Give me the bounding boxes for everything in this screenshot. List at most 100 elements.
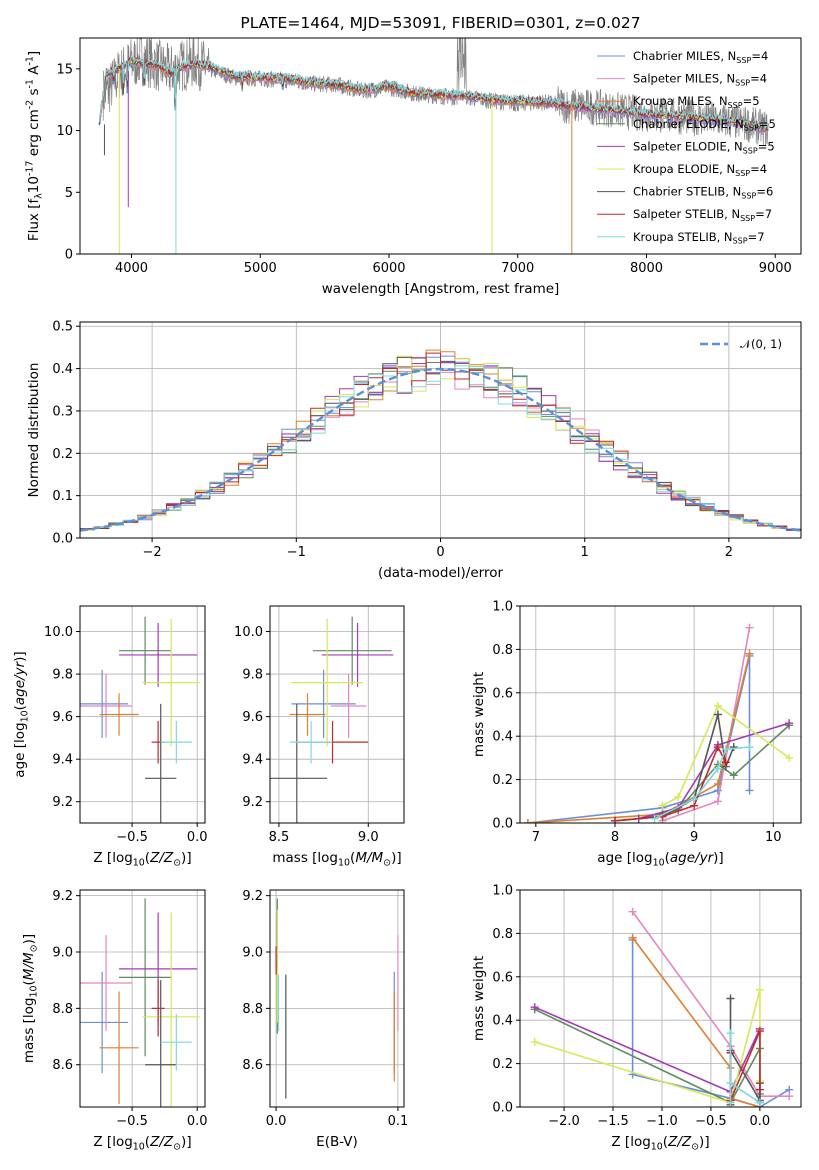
gaussian-curve bbox=[80, 367, 801, 532]
x-tick-label: 4000 bbox=[115, 261, 148, 276]
weight-marker bbox=[713, 764, 722, 773]
legend-label: Kroupa STELIB, NSSP​=7 bbox=[633, 230, 765, 246]
errorbar-point bbox=[119, 898, 172, 1057]
x-axis-label: mass [log10​(M/M⊙​)] bbox=[272, 850, 401, 868]
panel-7 bbox=[516, 889, 802, 1111]
plot-area bbox=[523, 623, 794, 823]
y-tick-label: 9.4 bbox=[52, 753, 73, 768]
x-tick-label: 9000 bbox=[759, 261, 792, 276]
errorbar-point bbox=[291, 618, 363, 747]
axes-frame bbox=[269, 889, 405, 1108]
axes-frame bbox=[519, 605, 802, 824]
legend-label: Kroupa ELODIE, NSSP​=4 bbox=[633, 162, 767, 178]
weight-line bbox=[534, 989, 761, 1104]
y-tick-label: 9.8 bbox=[52, 668, 73, 683]
weight-marker bbox=[745, 623, 754, 632]
plot-area bbox=[530, 907, 794, 1107]
x-tick-label: 5000 bbox=[244, 261, 277, 276]
y-axis-label: mass weight bbox=[471, 672, 487, 757]
errorbar-point bbox=[80, 674, 133, 738]
panel-1 bbox=[76, 321, 802, 542]
x-tick-label: 9.0 bbox=[358, 830, 379, 845]
y-tick-label: 0 bbox=[65, 248, 73, 263]
plot-area bbox=[80, 616, 200, 823]
x-tick-label: −0.5 bbox=[695, 1114, 727, 1129]
y-tick-label: 0.5 bbox=[52, 320, 73, 335]
weight-marker bbox=[690, 795, 699, 804]
plot-area bbox=[270, 616, 394, 823]
y-tick-label: 0.2 bbox=[492, 773, 513, 788]
errorbar-point bbox=[289, 720, 333, 764]
panel-4 bbox=[516, 605, 802, 827]
y-tick-label: 1.0 bbox=[492, 884, 513, 899]
y-tick-label: 9.8 bbox=[242, 668, 263, 683]
histogram-step bbox=[80, 352, 801, 530]
model-line bbox=[98, 54, 769, 130]
weight-marker bbox=[755, 1085, 764, 1094]
weight-line bbox=[631, 911, 790, 1097]
errorbar-point bbox=[321, 623, 394, 687]
weight-marker bbox=[713, 797, 722, 806]
y-axis-label: mass [log10​(M/M⊙​)] bbox=[21, 934, 39, 1063]
panel-0 bbox=[76, 37, 802, 258]
x-tick-label: 0 bbox=[436, 545, 444, 560]
weight-line bbox=[638, 722, 790, 820]
y-tick-label: 9.0 bbox=[242, 946, 263, 961]
weight-marker bbox=[729, 771, 738, 780]
errorbar-point bbox=[119, 623, 198, 687]
errorbar-point bbox=[312, 616, 392, 685]
y-tick-label: 0.6 bbox=[492, 686, 513, 701]
y-axis-label: age [log10​(age/yr)] bbox=[12, 651, 30, 777]
y-tick-label: 9.0 bbox=[52, 946, 73, 961]
y-tick-label: 9.6 bbox=[242, 710, 263, 725]
weight-marker bbox=[726, 1079, 735, 1088]
y-tick-label: 0.2 bbox=[52, 447, 73, 462]
weight-marker bbox=[729, 743, 738, 752]
legend-label: 𝒩(0, 1) bbox=[740, 337, 782, 351]
weight-marker bbox=[713, 701, 722, 710]
legend bbox=[597, 55, 625, 238]
weight-marker bbox=[721, 745, 730, 754]
y-tick-label: 9.2 bbox=[52, 795, 73, 810]
errorbar-point bbox=[80, 971, 129, 1074]
axes-frame bbox=[79, 605, 206, 824]
panel-6 bbox=[266, 889, 405, 1111]
x-axis-label: (data-model)/error bbox=[378, 565, 504, 581]
weight-line bbox=[527, 655, 751, 823]
x-tick-label: 8.5 bbox=[269, 830, 290, 845]
y-tick-label: 10.0 bbox=[234, 625, 263, 640]
panel-5 bbox=[76, 889, 206, 1111]
y-tick-label: 0.1 bbox=[52, 489, 73, 504]
errorbar-point bbox=[80, 669, 129, 738]
y-tick-label: 9.4 bbox=[242, 753, 263, 768]
axes-frame bbox=[269, 605, 405, 824]
y-tick-label: 8.6 bbox=[242, 1058, 263, 1073]
weight-marker bbox=[745, 786, 754, 795]
x-tick-label: 2 bbox=[725, 545, 733, 560]
weight-marker bbox=[713, 710, 722, 719]
y-tick-label: 8.8 bbox=[52, 1002, 73, 1017]
y-tick-label: 0.2 bbox=[492, 1057, 513, 1072]
y-axis-label: mass weight bbox=[471, 956, 487, 1041]
y-tick-label: 10 bbox=[56, 124, 73, 139]
y-tick-label: 5 bbox=[65, 186, 73, 201]
weight-line bbox=[638, 724, 790, 820]
panel-2 bbox=[76, 605, 206, 827]
plot-area bbox=[275, 898, 399, 1099]
y-tick-label: 0.4 bbox=[52, 362, 73, 377]
y-tick-label: 0.4 bbox=[492, 1014, 513, 1029]
axes-frame bbox=[79, 37, 802, 255]
x-tick-label: 7000 bbox=[501, 261, 534, 276]
y-axis-label: Flux [fλ​10-17​ erg cm-2​ s-1​ A-1​] bbox=[25, 51, 45, 241]
weight-marker bbox=[530, 1037, 539, 1046]
y-tick-label: 8.6 bbox=[52, 1058, 73, 1073]
weight-line bbox=[662, 704, 790, 807]
weight-marker bbox=[726, 994, 735, 1003]
y-tick-label: 9.2 bbox=[242, 889, 263, 904]
y-tick-label: 0.8 bbox=[492, 643, 513, 658]
x-axis-label: Z [log10​(Z/Z⊙​)] bbox=[93, 1134, 191, 1152]
weight-marker bbox=[523, 819, 532, 823]
x-tick-label: −1 bbox=[287, 545, 306, 560]
legend-label: Salpeter MILES, NSSP​=4 bbox=[633, 72, 767, 88]
